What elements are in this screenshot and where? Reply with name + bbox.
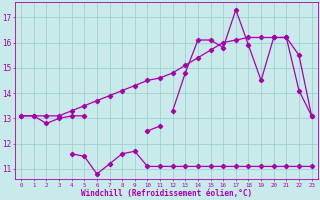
X-axis label: Windchill (Refroidissement éolien,°C): Windchill (Refroidissement éolien,°C) bbox=[81, 189, 252, 198]
